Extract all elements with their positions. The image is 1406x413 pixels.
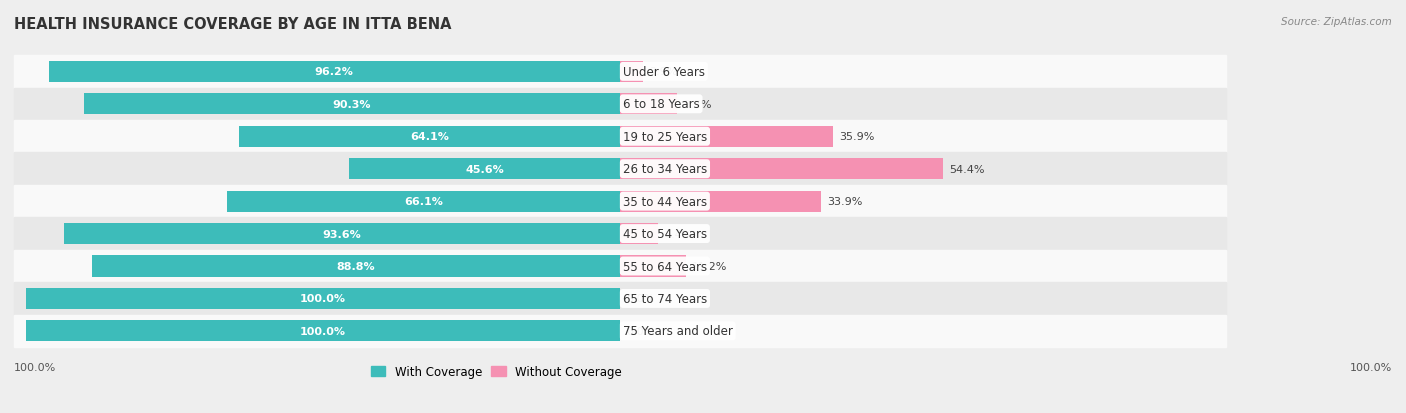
Bar: [620, 223, 658, 244]
Text: 0.0%: 0.0%: [626, 294, 654, 304]
Bar: [14, 88, 1226, 121]
Text: 64.1%: 64.1%: [411, 132, 449, 142]
Bar: [620, 159, 943, 180]
Legend: With Coverage, Without Coverage: With Coverage, Without Coverage: [366, 360, 627, 383]
Text: Source: ZipAtlas.com: Source: ZipAtlas.com: [1281, 17, 1392, 26]
Bar: [14, 56, 1226, 88]
Text: 45.6%: 45.6%: [465, 164, 503, 174]
Text: 11.2%: 11.2%: [692, 261, 728, 271]
Text: 100.0%: 100.0%: [299, 294, 346, 304]
Text: 0.0%: 0.0%: [626, 326, 654, 336]
Text: 45 to 54 Years: 45 to 54 Years: [623, 228, 707, 240]
Bar: [14, 282, 1226, 315]
Text: 54.4%: 54.4%: [949, 164, 984, 174]
Text: 100.0%: 100.0%: [299, 326, 346, 336]
Bar: [14, 218, 1226, 250]
Bar: [14, 121, 1226, 153]
Text: 93.6%: 93.6%: [322, 229, 361, 239]
Text: 33.9%: 33.9%: [827, 197, 862, 206]
Text: 26 to 34 Years: 26 to 34 Years: [623, 163, 707, 176]
Text: 66.1%: 66.1%: [404, 197, 443, 206]
Text: HEALTH INSURANCE COVERAGE BY AGE IN ITTA BENA: HEALTH INSURANCE COVERAGE BY AGE IN ITTA…: [14, 17, 451, 31]
Text: 3.9%: 3.9%: [650, 67, 678, 77]
Text: 88.8%: 88.8%: [337, 261, 375, 271]
Bar: [620, 191, 821, 212]
Bar: [93, 256, 620, 277]
Bar: [25, 320, 620, 342]
Text: 75 Years and older: 75 Years and older: [623, 325, 733, 337]
Bar: [14, 250, 1226, 282]
Text: 100.0%: 100.0%: [1350, 362, 1392, 372]
Bar: [620, 62, 643, 83]
Bar: [349, 159, 620, 180]
Bar: [14, 315, 1226, 347]
Bar: [620, 126, 834, 147]
Text: 35.9%: 35.9%: [839, 132, 875, 142]
Text: 9.7%: 9.7%: [683, 100, 711, 109]
Bar: [25, 288, 620, 309]
Text: 6 to 18 Years: 6 to 18 Years: [623, 98, 700, 111]
Bar: [63, 223, 620, 244]
Bar: [83, 94, 620, 115]
Text: 90.3%: 90.3%: [332, 100, 371, 109]
Bar: [620, 256, 686, 277]
Text: 55 to 64 Years: 55 to 64 Years: [623, 260, 707, 273]
Text: 19 to 25 Years: 19 to 25 Years: [623, 131, 707, 143]
Bar: [14, 153, 1226, 185]
Bar: [14, 185, 1226, 218]
Text: 65 to 74 Years: 65 to 74 Years: [623, 292, 707, 305]
Bar: [228, 191, 620, 212]
Text: 100.0%: 100.0%: [14, 362, 56, 372]
Text: 6.4%: 6.4%: [664, 229, 692, 239]
Bar: [48, 62, 620, 83]
Text: 35 to 44 Years: 35 to 44 Years: [623, 195, 707, 208]
Text: 96.2%: 96.2%: [315, 67, 354, 77]
Text: Under 6 Years: Under 6 Years: [623, 66, 704, 79]
Bar: [239, 126, 620, 147]
Bar: [620, 94, 678, 115]
